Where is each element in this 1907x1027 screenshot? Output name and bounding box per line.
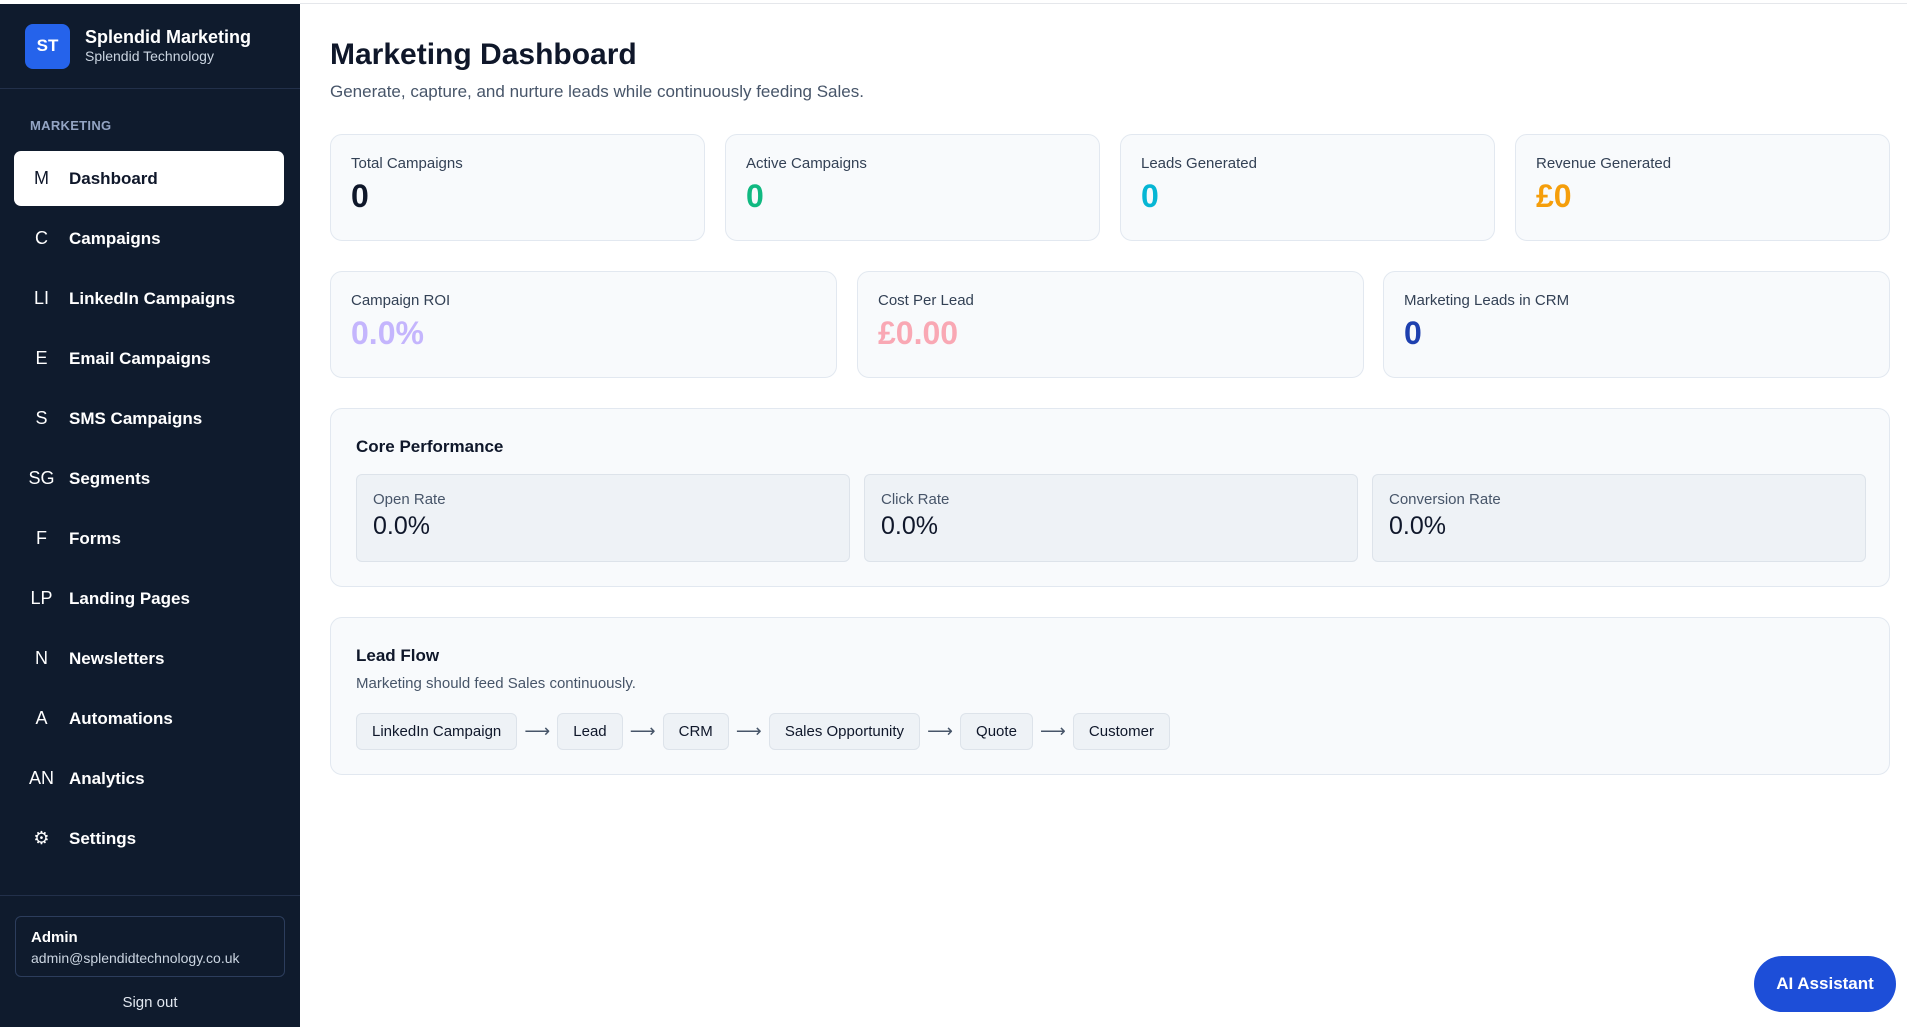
user-email: admin@splendidtechnology.co.uk xyxy=(31,950,240,966)
sidebar-item-segments[interactable]: SG Segments xyxy=(14,451,284,506)
stat-card-cost-per-lead: Cost Per Lead £0.00 xyxy=(857,271,1364,378)
sidebar-item-label: Analytics xyxy=(69,768,145,788)
brand-title: Splendid Marketing xyxy=(85,27,252,47)
stat-value: £0 xyxy=(1536,178,1572,214)
automations-icon: A xyxy=(35,708,48,728)
sms-icon: S xyxy=(35,408,48,428)
sidebar-item-label: LinkedIn Campaigns xyxy=(69,288,236,308)
newsletters-icon: N xyxy=(35,648,48,668)
metric-label: Open Rate xyxy=(373,491,446,508)
stat-value: £0.00 xyxy=(878,315,959,351)
arrow-right-icon: ⟶ xyxy=(524,721,551,741)
lead-flow-panel: Lead Flow Marketing should feed Sales co… xyxy=(330,617,1890,775)
metric-value: 0.0% xyxy=(881,512,938,540)
lead-flow-steps: LinkedIn Campaign ⟶ Lead ⟶ CRM ⟶ Sales O… xyxy=(356,713,1170,750)
sidebar-item-newsletters[interactable]: N Newsletters xyxy=(14,631,284,686)
sidebar-item-forms[interactable]: F Forms xyxy=(14,511,284,566)
sidebar-item-label: Segments xyxy=(69,468,151,488)
sidebar-item-label: Newsletters xyxy=(69,648,165,668)
sidebar-item-label: Landing Pages xyxy=(69,588,190,608)
stat-label: Active Campaigns xyxy=(746,155,867,172)
nav-section-label: MARKETING xyxy=(30,118,112,133)
page-title: Marketing Dashboard xyxy=(330,38,637,71)
brand-subtitle: Splendid Technology xyxy=(85,48,214,64)
sidebar-item-label: Settings xyxy=(69,828,137,848)
stat-card-active-campaigns: Active Campaigns 0 xyxy=(725,134,1100,241)
sidebar-item-label: Campaigns xyxy=(69,228,161,248)
sidebar-item-analytics[interactable]: AN Analytics xyxy=(14,751,284,806)
flow-step-sales-opportunity: Sales Opportunity xyxy=(768,713,921,750)
stat-card-leads-generated: Leads Generated 0 xyxy=(1120,134,1495,241)
stat-card-total-campaigns: Total Campaigns 0 xyxy=(330,134,705,241)
top-divider xyxy=(300,3,1907,4)
sidebar-footer: Admin admin@splendidtechnology.co.uk Sig… xyxy=(0,895,300,1011)
core-performance-panel: Core Performance Open Rate 0.0% Click Ra… xyxy=(330,408,1890,587)
sign-out-link[interactable]: Sign out xyxy=(122,994,178,1011)
sidebar-item-settings[interactable]: ⚙ Settings xyxy=(14,811,284,866)
linkedin-icon: LI xyxy=(33,288,49,308)
arrow-right-icon: ⟶ xyxy=(927,721,953,741)
core-performance-title: Core Performance xyxy=(356,437,504,456)
sidebar: ST Splendid Marketing Splendid Technolog… xyxy=(0,4,300,1027)
campaigns-icon: C xyxy=(35,228,48,248)
flow-step-lead: Lead xyxy=(557,713,623,750)
arrow-right-icon: ⟶ xyxy=(1040,721,1066,741)
sidebar-item-label: Dashboard xyxy=(69,168,158,188)
arrow-right-icon: ⟶ xyxy=(735,721,762,741)
metric-open-rate: Open Rate 0.0% xyxy=(356,474,850,562)
sidebar-item-email-campaigns[interactable]: E Email Campaigns xyxy=(14,331,284,386)
stat-value: 0 xyxy=(746,178,764,214)
analytics-icon: AN xyxy=(28,768,54,788)
metric-label: Conversion Rate xyxy=(1389,491,1501,508)
stat-card-marketing-leads-crm: Marketing Leads in CRM 0 xyxy=(1383,271,1890,378)
stat-label: Revenue Generated xyxy=(1536,155,1672,172)
metric-click-rate: Click Rate 0.0% xyxy=(864,474,1358,562)
stat-card-campaign-roi: Campaign ROI 0.0% xyxy=(330,271,837,378)
stat-label: Cost Per Lead xyxy=(878,292,974,309)
flow-step-linkedin-campaign: LinkedIn Campaign xyxy=(356,713,518,750)
sidebar-nav: M Dashboard C Campaigns LI LinkedIn Camp… xyxy=(14,151,284,871)
stat-value: 0 xyxy=(351,178,369,214)
sidebar-item-label: Email Campaigns xyxy=(69,348,211,368)
landing-pages-icon: LP xyxy=(30,588,53,608)
stat-value: 0 xyxy=(1141,178,1159,214)
metric-value: 0.0% xyxy=(373,512,430,540)
sidebar-item-sms-campaigns[interactable]: S SMS Campaigns xyxy=(14,391,284,446)
lead-flow-subtitle: Marketing should feed Sales continuously… xyxy=(356,675,636,692)
sidebar-item-label: Forms xyxy=(69,528,121,548)
sidebar-item-label: Automations xyxy=(69,708,173,728)
sidebar-item-landing-pages[interactable]: LP Landing Pages xyxy=(14,571,284,626)
lead-flow-title: Lead Flow xyxy=(356,646,440,665)
dashboard-icon: M xyxy=(34,168,49,188)
brand-header[interactable]: ST Splendid Marketing Splendid Technolog… xyxy=(0,4,300,89)
email-icon: E xyxy=(35,348,48,368)
stat-label: Total Campaigns xyxy=(351,155,463,172)
sidebar-item-label: SMS Campaigns xyxy=(69,408,203,428)
stat-card-revenue-generated: Revenue Generated £0 xyxy=(1515,134,1890,241)
metric-label: Click Rate xyxy=(881,491,950,508)
sidebar-item-dashboard[interactable]: M Dashboard xyxy=(14,151,284,206)
sidebar-item-linkedin-campaigns[interactable]: LI LinkedIn Campaigns xyxy=(14,271,284,326)
ai-assistant-button[interactable]: AI Assistant xyxy=(1754,956,1896,1012)
stat-value: 0 xyxy=(1404,315,1422,351)
stat-label: Marketing Leads in CRM xyxy=(1404,292,1570,309)
gear-icon: ⚙ xyxy=(33,828,50,848)
user-name: Admin xyxy=(31,929,78,946)
sidebar-item-campaigns[interactable]: C Campaigns xyxy=(14,211,284,266)
segments-icon: SG xyxy=(28,468,55,488)
metric-value: 0.0% xyxy=(1389,512,1446,540)
brand-logo: ST xyxy=(25,23,70,69)
sidebar-item-automations[interactable]: A Automations xyxy=(14,691,284,746)
metric-conversion-rate: Conversion Rate 0.0% xyxy=(1372,474,1866,562)
flow-step-crm: CRM xyxy=(662,713,729,750)
flow-step-customer: Customer xyxy=(1072,713,1170,750)
user-card[interactable]: Admin admin@splendidtechnology.co.uk xyxy=(15,916,285,977)
stat-value: 0.0% xyxy=(351,315,424,351)
arrow-right-icon: ⟶ xyxy=(629,721,656,741)
flow-step-quote: Quote xyxy=(960,713,1033,750)
stat-label: Campaign ROI xyxy=(351,292,451,309)
stat-label: Leads Generated xyxy=(1141,155,1257,172)
forms-icon: F xyxy=(36,528,47,548)
page-subtitle: Generate, capture, and nurture leads whi… xyxy=(330,82,864,101)
